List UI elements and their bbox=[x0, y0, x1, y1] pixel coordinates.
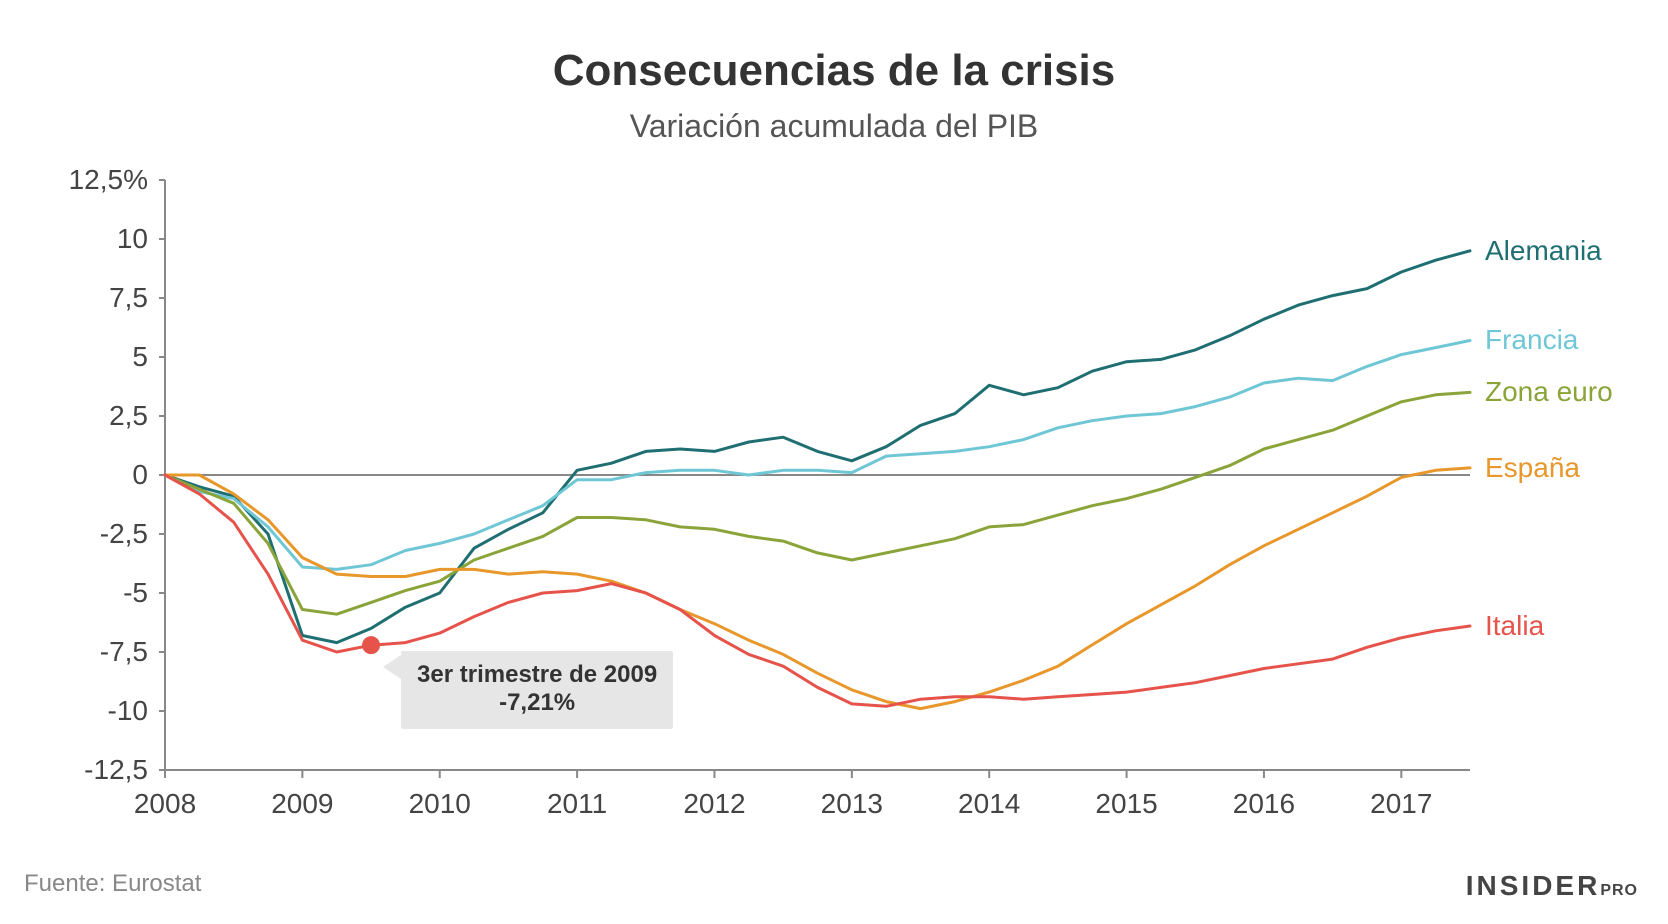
series-label-alemania: Alemania bbox=[1485, 235, 1602, 267]
data-point-tooltip: 3er trimestre de 2009 -7,21% bbox=[401, 651, 673, 729]
brand-main: INSIDER bbox=[1466, 870, 1601, 901]
tooltip-line1: 3er trimestre de 2009 bbox=[417, 661, 657, 689]
series-label-italia: Italia bbox=[1485, 610, 1544, 642]
x-tick-label: 2010 bbox=[409, 788, 471, 820]
y-tick-label: 2,5 bbox=[28, 400, 148, 432]
x-tick-label: 2011 bbox=[547, 788, 607, 820]
chart-plot bbox=[0, 0, 1668, 924]
y-tick-label: -12,5 bbox=[28, 754, 148, 786]
y-tick-label: 5 bbox=[28, 341, 148, 373]
x-tick-label: 2009 bbox=[271, 788, 333, 820]
y-tick-label: 12,5% bbox=[28, 164, 148, 196]
brand-logo: INSIDERPRO bbox=[1466, 870, 1638, 902]
x-tick-label: 2008 bbox=[134, 788, 196, 820]
x-tick-label: 2013 bbox=[821, 788, 883, 820]
x-tick-label: 2014 bbox=[958, 788, 1020, 820]
series-label-españa: España bbox=[1485, 452, 1580, 484]
x-tick-label: 2015 bbox=[1095, 788, 1157, 820]
y-tick-label: 0 bbox=[28, 459, 148, 491]
brand-suffix: PRO bbox=[1600, 882, 1638, 899]
series-label-francia: Francia bbox=[1485, 324, 1578, 356]
y-tick-label: -2,5 bbox=[28, 518, 148, 550]
series-label-zona-euro: Zona euro bbox=[1485, 376, 1613, 408]
y-tick-label: -5 bbox=[28, 577, 148, 609]
y-tick-label: 7,5 bbox=[28, 282, 148, 314]
y-tick-label: 10 bbox=[28, 223, 148, 255]
source-label: Fuente: Eurostat bbox=[24, 870, 201, 898]
x-tick-label: 2017 bbox=[1370, 788, 1432, 820]
x-tick-label: 2012 bbox=[683, 788, 745, 820]
y-tick-label: -7,5 bbox=[28, 636, 148, 668]
tooltip-line2: -7,21% bbox=[417, 689, 657, 717]
y-tick-label: -10 bbox=[28, 695, 148, 727]
x-tick-label: 2016 bbox=[1233, 788, 1295, 820]
